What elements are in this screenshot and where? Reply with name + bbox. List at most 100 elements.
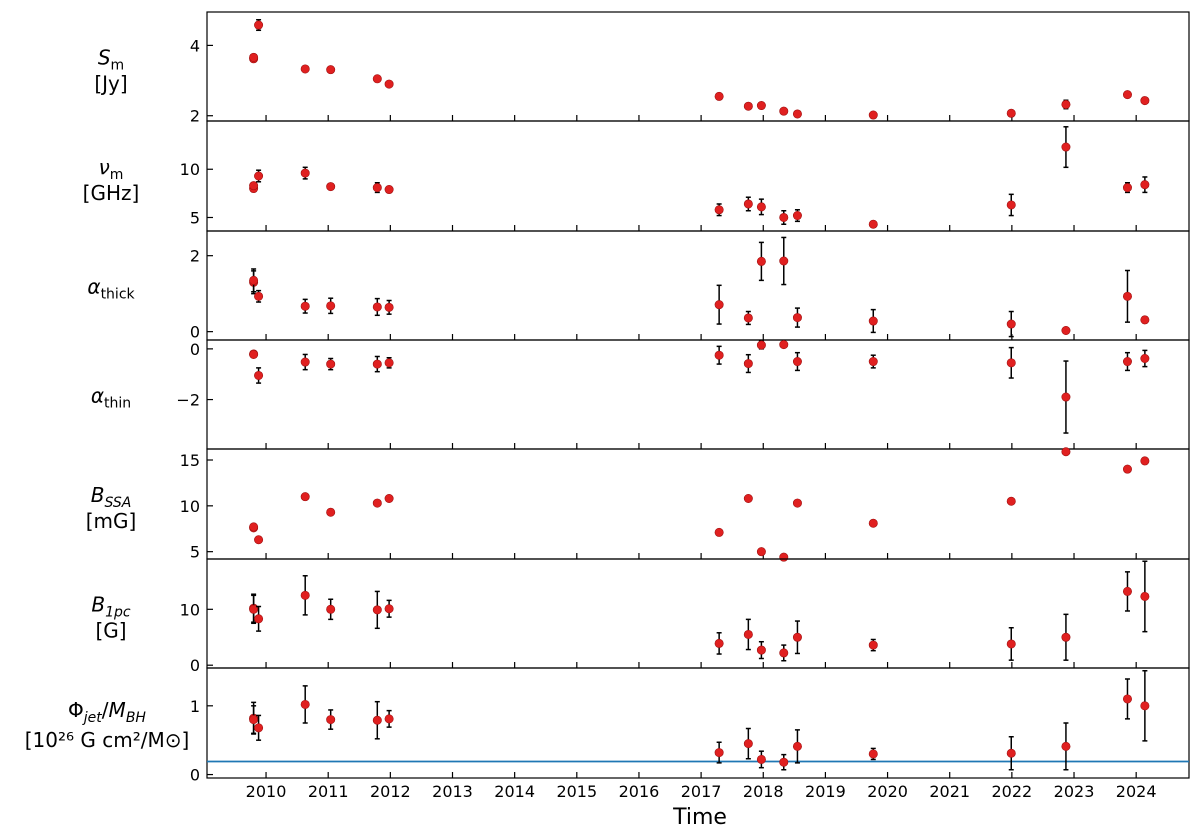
marker [300, 301, 310, 311]
data-point [779, 753, 789, 771]
marker [372, 605, 382, 615]
marker [372, 302, 382, 312]
data-point [1061, 126, 1071, 169]
data-point [714, 203, 724, 217]
data-point [1140, 349, 1150, 368]
marker [714, 205, 724, 215]
panel-7: 0 1 Φjet/MBH[10²⁶ G cm²/M⊙] [25, 667, 1190, 785]
data-point [300, 685, 310, 724]
panel-frame [206, 120, 1190, 232]
marker [1006, 358, 1016, 368]
marker [756, 340, 766, 350]
marker [1140, 591, 1150, 601]
panels-group: 24Sm[Jy]510νm[GHz]02αthick−20αthin51015B… [25, 11, 1190, 785]
marker [384, 358, 394, 368]
marker [254, 20, 264, 30]
y-tick-label: 2 [190, 107, 200, 126]
marker [779, 648, 789, 658]
data-point [1061, 447, 1071, 457]
data-point [792, 351, 802, 372]
marker [1122, 464, 1132, 474]
marker [254, 723, 264, 733]
data-point [1061, 722, 1071, 771]
y-axis-unit: [10²⁶ G cm²/M⊙] [25, 728, 190, 752]
marker [384, 302, 394, 312]
data-point [714, 284, 724, 325]
marker [300, 492, 310, 502]
y-axis-label: Φjet/MBH [68, 698, 146, 726]
y-tick-label: 10 [180, 600, 200, 619]
data-point [1061, 613, 1071, 661]
y-tick-label: 10 [180, 160, 200, 179]
data-point [779, 236, 789, 286]
panel-5: 5 10 15 BSSA[mG] [86, 447, 1190, 562]
data-point [1061, 326, 1071, 336]
marker [254, 535, 264, 545]
y-tick-label: 2 [190, 247, 200, 266]
y-tick-label: 15 [180, 451, 200, 470]
data-point [326, 709, 336, 730]
data-point [792, 209, 802, 223]
marker [743, 101, 753, 111]
data-point [249, 705, 259, 735]
marker [1006, 319, 1016, 329]
data-point [868, 354, 878, 369]
marker [756, 645, 766, 655]
marker [714, 748, 724, 758]
data-point [326, 65, 336, 75]
marker [779, 552, 789, 562]
marker [1006, 200, 1016, 210]
marker [300, 699, 310, 709]
x-axis-label: Time [672, 805, 727, 830]
data-point [743, 196, 753, 212]
marker [756, 256, 766, 266]
data-point [372, 182, 382, 194]
data-point [384, 709, 394, 728]
data-point [384, 493, 394, 503]
data-point [792, 729, 802, 764]
x-tick-label: 2012 [370, 782, 411, 801]
marker [1061, 392, 1071, 402]
marker [868, 640, 878, 650]
data-point [254, 535, 264, 545]
marker [714, 350, 724, 360]
data-point [743, 618, 753, 651]
y-axis-unit: [GHz] [83, 181, 140, 205]
y-tick-label: −2 [176, 391, 200, 410]
x-tick-label: 2015 [556, 782, 597, 801]
marker [756, 754, 766, 764]
y-axis-unit: [G] [95, 619, 126, 643]
data-point [868, 638, 878, 652]
data-point [254, 18, 264, 32]
data-point [792, 109, 802, 119]
panel-1: 2 4 Sm[Jy] [94, 11, 1190, 126]
x-tick-label: 2020 [867, 782, 908, 801]
x-tick-label: 2013 [432, 782, 473, 801]
data-point [714, 741, 724, 764]
data-point [1122, 571, 1132, 612]
y-axis-label: αthick [87, 275, 135, 303]
y-tick-label: 1 [190, 697, 200, 716]
x-tick-label: 2019 [805, 782, 846, 801]
marker [384, 79, 394, 89]
data-point [372, 355, 382, 373]
marker [249, 604, 259, 614]
marker [756, 202, 766, 212]
marker [1061, 99, 1071, 109]
data-point [792, 307, 802, 328]
data-point [384, 79, 394, 89]
data-point [372, 700, 382, 740]
data-point [756, 198, 766, 216]
marker [1006, 639, 1016, 649]
marker [372, 183, 382, 193]
x-tick-label: 2023 [1054, 782, 1095, 801]
marker [779, 757, 789, 767]
data-point [1061, 360, 1071, 434]
panel-frame [206, 448, 1190, 560]
marker [792, 741, 802, 751]
marker [249, 349, 259, 359]
y-axis-label: Sm [98, 46, 124, 74]
data-point [1006, 346, 1016, 379]
panel-3: 0 2 αthick [87, 230, 1190, 342]
